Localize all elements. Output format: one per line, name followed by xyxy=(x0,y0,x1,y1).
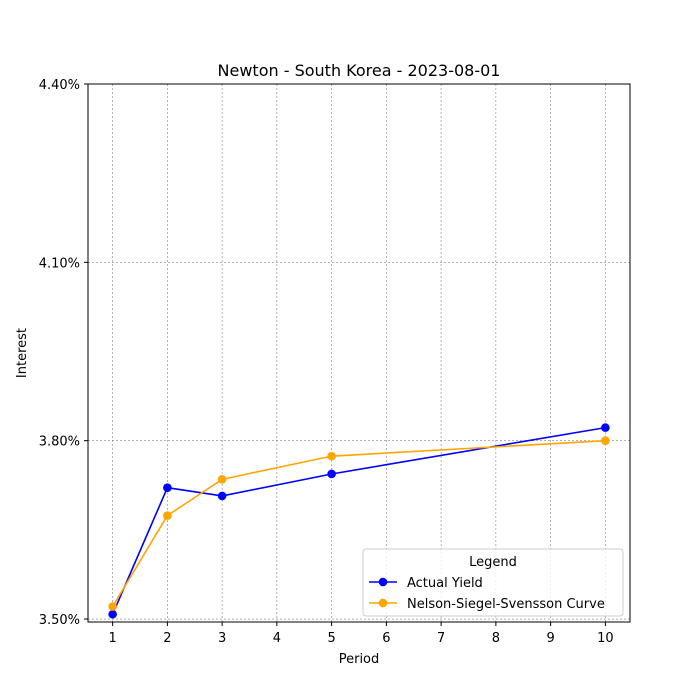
data-point xyxy=(217,475,227,484)
data-point xyxy=(108,602,117,611)
x-tick-label: 7 xyxy=(437,631,445,646)
y-tick-label: 4.40% xyxy=(39,78,80,93)
x-tick-label: 5 xyxy=(327,631,335,646)
legend-entry-label: Actual Yield xyxy=(407,576,483,591)
legend-entry-label: Nelson-Siegel-Svensson Curve xyxy=(407,597,605,612)
legend-title: Legend xyxy=(469,555,517,570)
x-tick-label: 10 xyxy=(597,631,614,646)
plot-frame xyxy=(87,83,631,623)
legend: Legend Actual Yield Nelson-Siegel-Svensso… xyxy=(362,548,624,617)
data-point xyxy=(217,491,227,501)
x-tick-label: 3 xyxy=(218,631,226,646)
y-tick-label: 3.50% xyxy=(39,613,80,628)
x-tick-label: 4 xyxy=(273,631,281,646)
axis-ticks: 1 2 3 4 5 6 7 8 9 10 3.50% 3.80% 4.10% 4.40% xyxy=(39,78,614,646)
x-tick-label: 1 xyxy=(108,631,116,646)
legend-swatch-marker xyxy=(378,577,388,587)
y-tick-label: 4.10% xyxy=(39,256,80,271)
data-point xyxy=(327,451,336,461)
chart-title: Newton - South Korea - 2023-08-01 xyxy=(218,61,501,80)
x-tick-label: 8 xyxy=(492,631,500,646)
series-layer xyxy=(108,423,610,619)
y-axis-label: Interest xyxy=(15,328,30,378)
data-point xyxy=(163,483,172,492)
y-tick-label: 3.80% xyxy=(39,435,80,450)
x-tick-label: 6 xyxy=(382,631,390,646)
data-point xyxy=(601,423,610,432)
data-point xyxy=(163,511,172,520)
x-tick-label: 9 xyxy=(546,631,554,646)
x-axis-label: Period xyxy=(339,652,380,667)
data-point xyxy=(601,436,610,445)
grid-lines xyxy=(88,83,630,622)
legend-swatch-marker xyxy=(378,598,388,608)
data-point xyxy=(327,469,336,479)
legend-box xyxy=(362,548,624,617)
x-tick-label: 2 xyxy=(163,631,171,646)
data-point xyxy=(108,609,117,619)
